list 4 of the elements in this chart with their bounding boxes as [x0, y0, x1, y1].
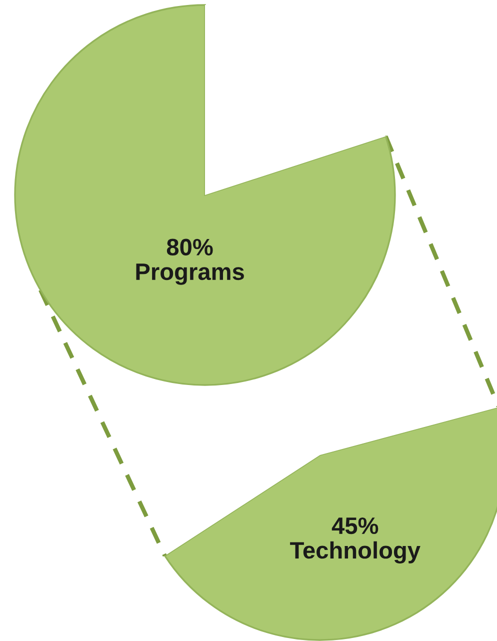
- slice-label: Technology: [290, 541, 420, 564]
- data-label: 80%: [166, 238, 213, 256]
- data-label: 45%: [332, 517, 378, 534]
- slice-label: Programs: [136, 264, 244, 285]
